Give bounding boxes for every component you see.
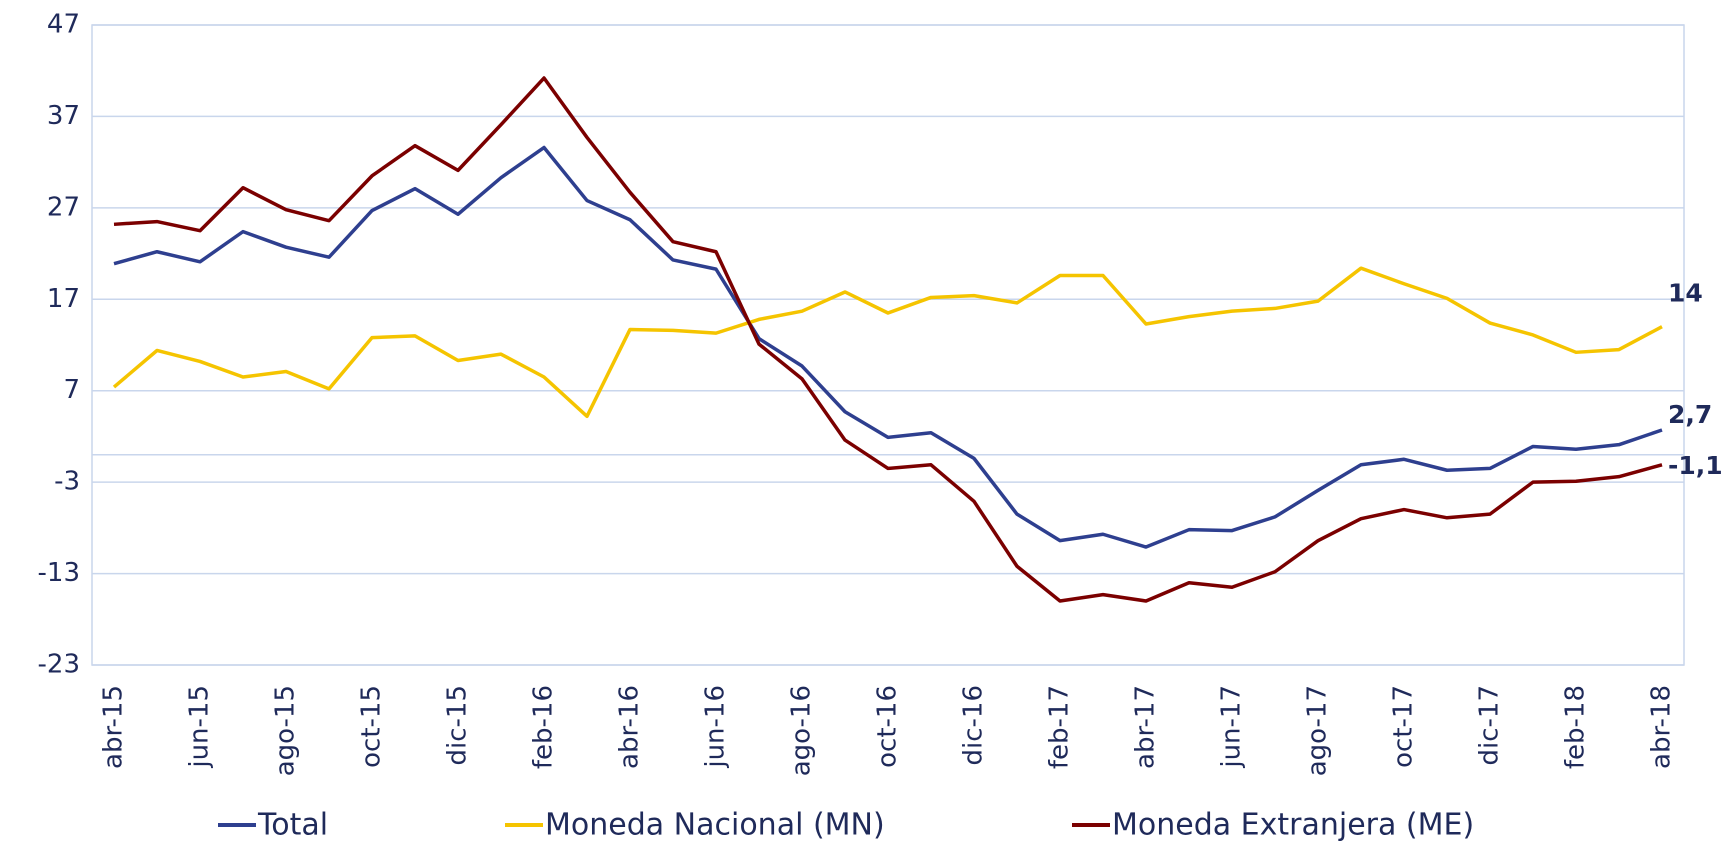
legend-label: Moneda Extranjera (ME) [1112, 808, 1474, 843]
x-tick-label: dic-16 [959, 685, 989, 766]
data-label: 14 [1668, 279, 1703, 308]
series-line [113, 145, 1663, 549]
legend-label: Moneda Nacional (MN) [545, 808, 885, 843]
plot-area [91, 24, 1685, 666]
x-tick-label: ago-17 [1303, 685, 1333, 776]
x-tick-label: feb-17 [1045, 685, 1075, 769]
x-tick-label: jun-17 [1217, 685, 1247, 769]
x-tick-label: oct-17 [1389, 685, 1419, 768]
x-tick-label: ago-16 [787, 685, 817, 776]
x-tick-label: abr-17 [1131, 685, 1161, 769]
legend-item: Moneda Extranjera (ME) [1072, 808, 1474, 843]
x-tick-label: abr-16 [615, 685, 645, 769]
y-tick-label: 47 [47, 10, 80, 40]
x-tick-label: oct-15 [357, 685, 387, 768]
y-tick-label: 37 [47, 101, 80, 131]
x-tick-label: dic-17 [1475, 685, 1505, 766]
y-tick-label: 7 [63, 375, 80, 405]
x-tick-label: feb-18 [1561, 685, 1591, 769]
data-label: 2,7 [1668, 400, 1712, 429]
x-tick-label: ago-15 [271, 685, 301, 776]
series-line [112, 266, 1663, 419]
y-tick-label: -3 [54, 467, 80, 497]
y-tick-label: 27 [47, 192, 80, 222]
legend-label: Total [257, 808, 328, 843]
x-tick-label: jun-15 [185, 685, 215, 769]
x-tick-label: jun-16 [701, 685, 731, 769]
x-tick-label: abr-18 [1647, 685, 1677, 769]
y-tick-label: -23 [38, 650, 80, 680]
x-tick-label: feb-16 [529, 685, 559, 769]
y-tick-label: 17 [47, 284, 80, 314]
x-tick-label: oct-16 [873, 685, 903, 768]
x-tick-label: dic-15 [443, 685, 473, 766]
x-tick-label: abr-15 [99, 685, 129, 769]
legend-item: Moneda Nacional (MN) [505, 808, 885, 843]
y-tick-label: -13 [38, 558, 80, 588]
data-label: -1,1 [1668, 451, 1723, 480]
series-line [113, 76, 1663, 603]
legend-item: Total [218, 808, 328, 843]
